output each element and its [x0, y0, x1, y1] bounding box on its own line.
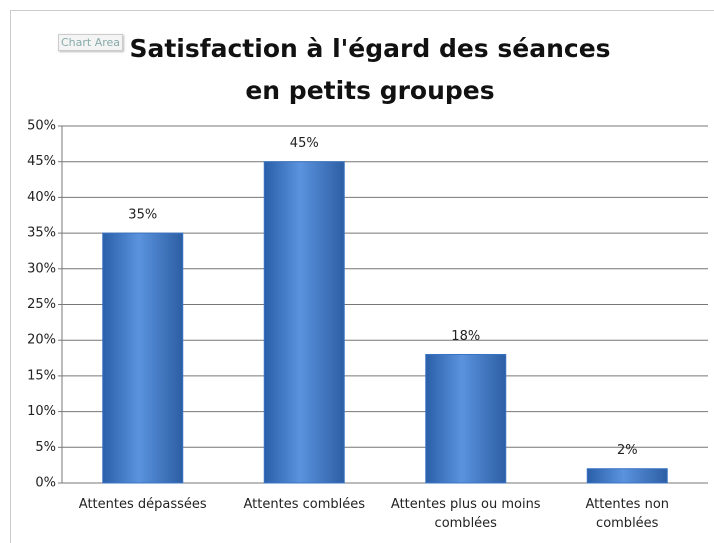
x-tick-label: Attentes comblées	[243, 497, 366, 512]
data-label: 35%	[128, 208, 157, 223]
y-tick-label: 25%	[27, 297, 56, 312]
bar	[263, 161, 345, 484]
y-tick-label: 40%	[27, 190, 56, 205]
y-tick-label: 30%	[27, 261, 56, 276]
x-tick-label: Attentes non comblées	[585, 497, 670, 531]
chart-border	[10, 10, 714, 543]
y-tick-label: 15%	[27, 368, 56, 383]
x-tick-label: Attentes dépassées	[78, 497, 207, 512]
chart-title: Satisfaction à l'égard des séances en pe…	[129, 34, 611, 105]
y-tick-label: 35%	[27, 226, 56, 241]
bar	[102, 232, 184, 484]
y-tick-label: 50%	[27, 119, 56, 134]
data-label: 18%	[451, 329, 480, 344]
data-label: 2%	[617, 443, 638, 458]
x-tick-label: Attentes plus ou moins comblées	[390, 497, 541, 531]
bar	[425, 353, 507, 484]
y-tick-label: 20%	[27, 333, 56, 348]
tooltip: Chart Area	[58, 34, 124, 51]
y-tick-label: 5%	[35, 440, 56, 455]
y-tick-label: 45%	[27, 154, 56, 169]
bar	[586, 468, 668, 484]
y-tick-label: 10%	[27, 404, 56, 419]
data-label: 45%	[290, 136, 319, 151]
y-tick-label: 0%	[35, 476, 56, 491]
